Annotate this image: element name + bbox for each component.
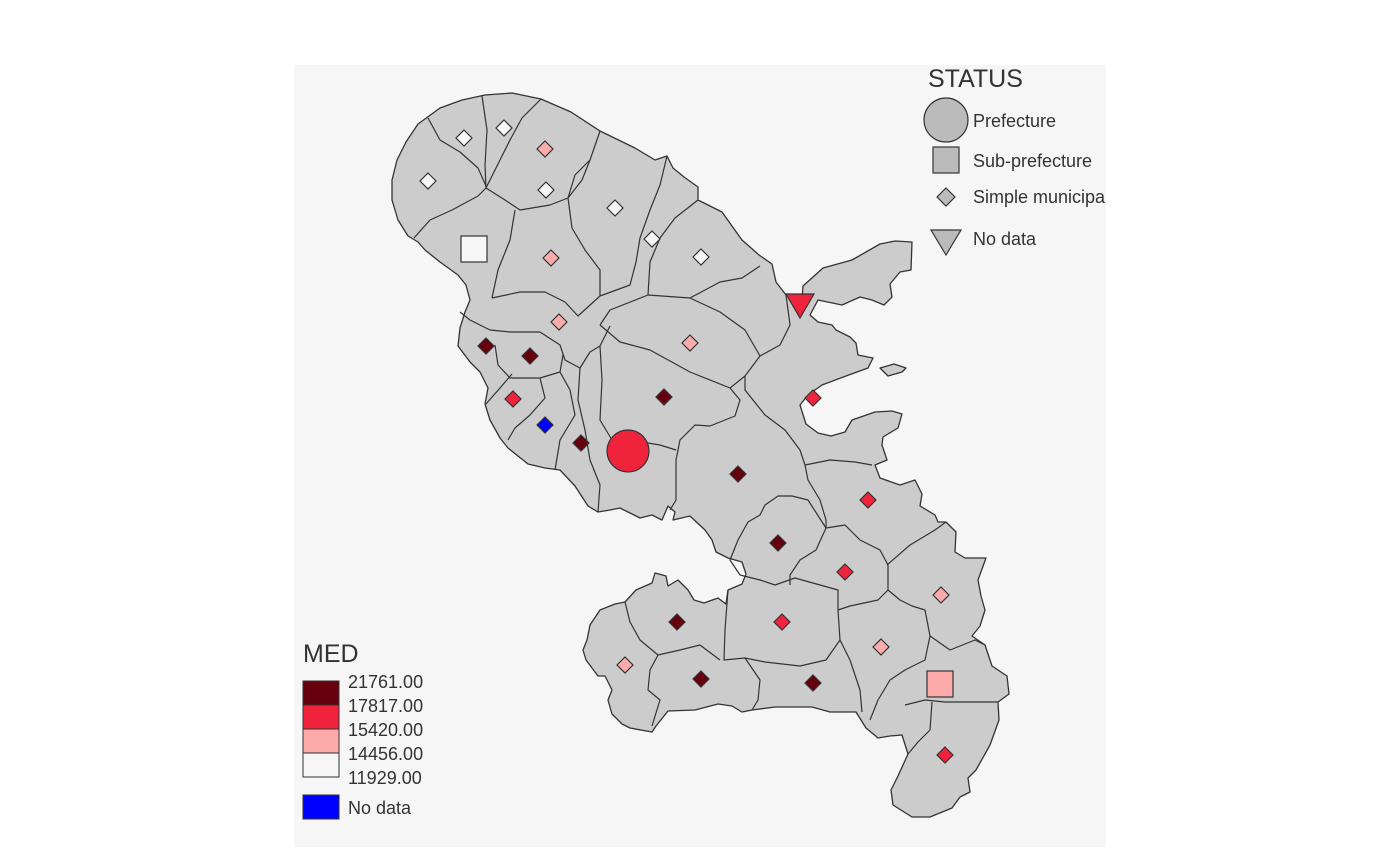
island <box>391 92 1010 818</box>
simple-municipality-symbol <box>773 613 791 631</box>
sub-prefecture-legend-icon <box>932 146 960 174</box>
simple-municipality-symbol <box>606 199 624 217</box>
sub-prefecture-symbol <box>460 235 488 263</box>
simple-municipality-symbol <box>455 129 473 147</box>
sub-prefecture-legend-label: Sub-prefecture <box>973 151 1092 171</box>
prefecture-legend-icon <box>923 97 969 143</box>
med-class-box-3 <box>302 728 340 754</box>
simple-municipality-symbol <box>419 172 437 190</box>
med-break-label-3: 15420.00 <box>348 720 423 740</box>
simple-municipality-symbol <box>542 249 560 267</box>
simple-municipality-symbol <box>936 746 954 764</box>
simple-municipality-symbol <box>836 563 854 581</box>
sub-prefecture-symbol <box>926 670 954 698</box>
municipality-symbols <box>419 119 954 764</box>
simple-municipality-symbol <box>537 181 555 199</box>
med-break-label-4: 14456.00 <box>348 744 423 764</box>
simple-municipality-symbol <box>668 613 686 631</box>
prefecture-symbol <box>606 429 650 473</box>
simple-municipality-legend-label: Simple municipality <box>973 187 1106 207</box>
med-no-data-box <box>302 794 340 820</box>
simple-municipality-legend-icon <box>936 187 956 207</box>
med-legend: MED 21761.00 17817.00 15420.00 14456.00 … <box>302 640 423 820</box>
simple-municipality-symbol <box>681 334 699 352</box>
simple-municipality-symbol <box>872 638 890 656</box>
simple-municipality-symbol <box>521 347 539 365</box>
med-class-box-4 <box>302 752 340 778</box>
no-data-status-legend-label: No data <box>973 229 1037 249</box>
north-landmass <box>391 92 1010 818</box>
prefecture-legend-label: Prefecture <box>973 111 1056 131</box>
no-data-status-legend-icon <box>929 229 963 257</box>
simple-municipality-symbol <box>932 586 950 604</box>
med-class-box-1 <box>302 680 340 706</box>
med-no-data-label: No data <box>348 798 412 818</box>
med-break-label-1: 21761.00 <box>348 672 423 692</box>
status-legend-title: STATUS <box>928 65 1023 93</box>
simple-municipality-symbol <box>504 390 522 408</box>
simple-municipality-symbol <box>804 674 822 692</box>
status-legend: STATUS Prefecture Sub-prefecture Simple … <box>923 65 1106 257</box>
simple-municipality-symbol <box>550 313 568 331</box>
simple-municipality-symbol <box>769 534 787 552</box>
map-frame: STATUS Prefecture Sub-prefecture Simple … <box>294 65 1106 847</box>
simple-municipality-symbol <box>572 434 590 452</box>
med-legend-title: MED <box>303 640 359 668</box>
municipality-borders <box>413 95 998 755</box>
simple-municipality-symbol <box>536 140 554 158</box>
simple-municipality-symbol <box>859 491 877 509</box>
med-break-label-2: 17817.00 <box>348 696 423 716</box>
simple-municipality-symbol <box>692 670 710 688</box>
simple-municipality-symbol <box>536 416 554 434</box>
islet <box>879 363 907 377</box>
simple-municipality-symbol <box>477 337 495 355</box>
simple-municipality-symbol <box>692 248 710 266</box>
simple-municipality-symbol <box>643 230 661 248</box>
med-class-box-2 <box>302 704 340 730</box>
no-data-status-symbol <box>784 293 816 320</box>
med-break-label-5: 11929.00 <box>348 768 422 788</box>
simple-municipality-symbol <box>804 389 822 407</box>
simple-municipality-symbol <box>616 656 634 674</box>
simple-municipality-symbol <box>495 119 513 137</box>
simple-municipality-symbol <box>729 465 747 483</box>
simple-municipality-symbol <box>655 388 673 406</box>
map-canvas: STATUS Prefecture Sub-prefecture Simple … <box>302 65 1106 820</box>
